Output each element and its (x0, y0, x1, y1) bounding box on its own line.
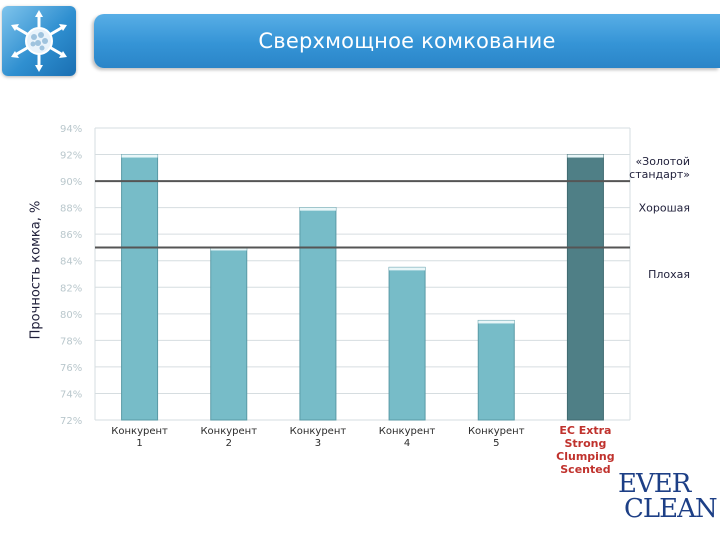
bar (477, 319, 515, 421)
category-labels: Конкурент 1 Конкурент 2 Конкурент 3 Конкурент 4… (111, 424, 614, 476)
y-tick-label: 84% (60, 257, 82, 268)
title-bar (94, 14, 720, 68)
y-tick-label: 92% (60, 151, 82, 162)
zone-label: Плохая (648, 268, 690, 281)
bar-top-highlight (478, 320, 515, 324)
snowflake-molecule-icon (11, 10, 67, 72)
category-label: Конкурент 1 (111, 426, 168, 449)
zone-labels: «Золотой стандарт» Хорошая Плохая (629, 155, 690, 281)
bar (121, 154, 159, 421)
bar-top-highlight (210, 247, 247, 251)
category-label: Конкурент 3 (290, 426, 347, 449)
y-tick-label: 78% (60, 336, 82, 347)
y-tick-label: 86% (60, 230, 82, 241)
bars (121, 154, 604, 421)
y-tick-labels: 72% 74% 76% 78% 80% 82% 84% 86% 88% 90% 92% 94% (60, 124, 82, 427)
bar-top-highlight (567, 154, 604, 158)
page-title: Сверхмощное комкование (258, 29, 556, 53)
plot-area (95, 128, 630, 420)
y-tick-label: 76% (60, 363, 82, 374)
bar-top-highlight (121, 154, 158, 158)
zone-label: Хорошая (639, 202, 690, 215)
gridlines (94, 127, 631, 421)
category-label: Конкурент 2 (200, 426, 257, 449)
y-tick-label: 74% (60, 389, 82, 400)
category-label-highlight: EC Extra Strong Clumping Scented (556, 424, 615, 476)
bar-highlight (566, 154, 604, 421)
logo-tile (2, 6, 76, 76)
y-tick-label: 90% (60, 177, 82, 188)
bar-top-highlight (389, 267, 426, 271)
bar (299, 207, 337, 421)
brand-line-1: EVER (618, 469, 691, 499)
reference-lines (95, 180, 630, 249)
category-label: Конкурент 5 (468, 426, 525, 449)
y-tick-label: 72% (60, 416, 82, 427)
brand-line-2: CLEAN (624, 494, 718, 524)
y-tick-label: 88% (60, 204, 82, 215)
category-label: Конкурент 4 (379, 426, 436, 449)
y-tick-label: 94% (60, 124, 82, 135)
y-tick-label: 82% (60, 283, 82, 294)
bar-top-highlight (299, 207, 336, 211)
bar (210, 246, 248, 421)
everclean-logo: EVER CLEAN (618, 469, 718, 534)
bar (388, 266, 426, 421)
y-tick-label: 80% (60, 310, 82, 321)
gold-standard-label: «Золотой стандарт» (629, 155, 690, 181)
